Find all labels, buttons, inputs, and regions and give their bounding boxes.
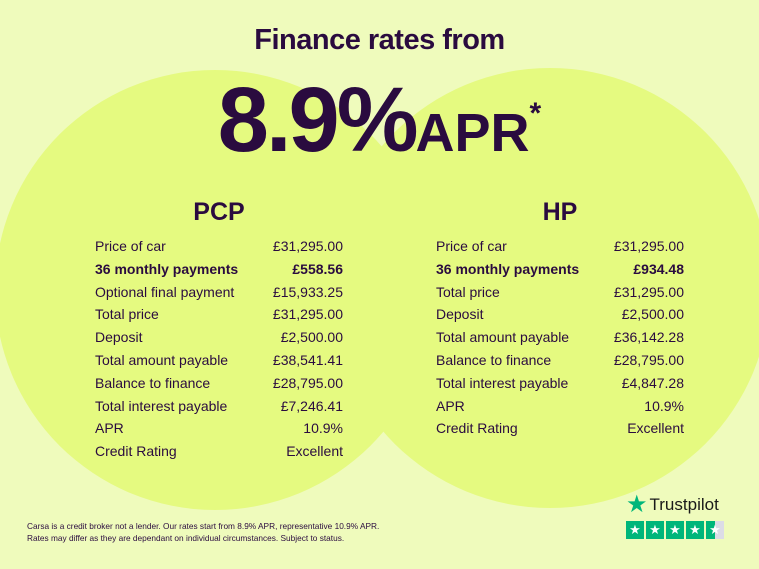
- trustpilot-rating: ★ ★ ★ ★ ★: [626, 521, 724, 539]
- disclaimer: Carsa is a credit broker not a lender. O…: [27, 520, 379, 544]
- table-row: Total amount payable £38,541.41: [95, 349, 343, 372]
- row-label: Optional final payment: [95, 283, 235, 300]
- row-label: APR: [95, 420, 124, 437]
- row-label: 36 monthly payments: [95, 260, 239, 277]
- table-row: Deposit £2,500.00: [95, 326, 343, 349]
- row-label: Balance to finance: [95, 374, 211, 391]
- row-value: £28,795.00: [272, 374, 343, 391]
- row-label: Total amount payable: [95, 351, 229, 368]
- row-label: Total amount payable: [436, 329, 570, 346]
- table-row: Balance to finance £28,795.00: [95, 372, 343, 395]
- rating-star-icon: ★: [706, 521, 724, 539]
- rate-asterisk: *: [529, 97, 542, 130]
- row-label: Total interest payable: [95, 397, 228, 414]
- rating-star-icon: ★: [646, 521, 664, 539]
- row-value: £36,142.28: [613, 329, 684, 346]
- table-row: Total amount payable £36,142.28: [436, 326, 684, 349]
- star-icon: ★: [626, 491, 648, 518]
- row-label: Price of car: [436, 238, 507, 254]
- row-value: £31,295.00: [272, 306, 343, 323]
- row-value: £31,295.00: [613, 283, 684, 300]
- rating-star-icon: ★: [666, 521, 684, 539]
- hp-heading: HP: [542, 198, 578, 226]
- table-row: Price of car £31,295.00: [436, 235, 684, 258]
- row-value: £934.48: [633, 260, 684, 277]
- row-value: £4,847.28: [621, 374, 684, 391]
- row-value: £2,500.00: [621, 306, 684, 323]
- page-title: Finance rates from: [254, 24, 505, 56]
- row-value: 10.9%: [303, 420, 343, 437]
- trustpilot-badge[interactable]: ★ Trustpilot ★ ★ ★ ★ ★: [626, 493, 724, 539]
- table-row: Total interest payable £7,246.41: [95, 395, 343, 418]
- table-row: 36 monthly payments £558.56: [95, 258, 343, 281]
- table-row: Credit Rating Excellent: [95, 440, 343, 463]
- table-row: Total interest payable £4,847.28: [436, 372, 684, 395]
- disclaimer-line: Carsa is a credit broker not a lender. O…: [27, 521, 380, 531]
- table-row: Deposit £2,500.00: [436, 303, 684, 326]
- rate-unit: APR: [415, 103, 530, 163]
- table-row: Total price £31,295.00: [436, 281, 684, 304]
- row-label: Deposit: [95, 329, 143, 346]
- rating-star-icon: ★: [686, 521, 704, 539]
- table-row: Credit Rating Excellent: [436, 417, 684, 440]
- row-value: £31,295.00: [613, 238, 684, 254]
- table-row: Price of car £31,295.00: [95, 235, 343, 258]
- table-row: APR 10.9%: [436, 395, 684, 418]
- row-label: Credit Rating: [436, 420, 518, 437]
- trustpilot-logo: ★ Trustpilot: [626, 493, 724, 517]
- row-label: Credit Rating: [95, 443, 177, 460]
- row-value: Excellent: [286, 443, 343, 460]
- row-value: £15,933.25: [272, 283, 343, 300]
- table-row: Balance to finance £28,795.00: [436, 349, 684, 372]
- table-row: 36 monthly payments £934.48: [436, 258, 684, 281]
- pcp-rows: Price of car £31,295.00 36 monthly payment…: [95, 235, 343, 463]
- hp-table: HP Price of car £31,295.00 36 monthly paym…: [436, 198, 684, 440]
- pcp-table: PCP Price of car £31,295.00 36 monthly pay…: [95, 198, 343, 463]
- table-row: Total price £31,295.00: [95, 303, 343, 326]
- row-label: Price of car: [95, 238, 166, 254]
- row-value: £2,500.00: [280, 329, 343, 346]
- row-value: 10.9%: [644, 397, 684, 414]
- row-label: Total price: [95, 306, 159, 323]
- row-label: Total price: [436, 283, 500, 300]
- hp-rows: Price of car £31,295.00 36 monthly payment…: [436, 235, 684, 440]
- row-label: Deposit: [436, 306, 484, 323]
- row-value: £558.56: [292, 260, 343, 277]
- rating-star-icon: ★: [626, 521, 644, 539]
- disclaimer-line: Rates may differ as they are dependant o…: [27, 533, 345, 543]
- row-value: £28,795.00: [613, 351, 684, 368]
- row-value: £31,295.00: [272, 238, 343, 254]
- row-value: £38,541.41: [272, 351, 343, 368]
- row-value: £7,246.41: [280, 397, 343, 414]
- table-row: Optional final payment £15,933.25: [95, 281, 343, 304]
- headline-rate: 8.9%APR*: [0, 68, 759, 173]
- background-circle-right: [330, 68, 759, 508]
- pcp-heading: PCP: [193, 198, 245, 226]
- row-label: 36 monthly payments: [436, 260, 580, 277]
- row-label: APR: [436, 397, 465, 414]
- trustpilot-label: Trustpilot: [649, 495, 719, 514]
- rate-value: 8.9%: [217, 69, 419, 171]
- table-row: APR 10.9%: [95, 417, 343, 440]
- row-label: Balance to finance: [436, 351, 552, 368]
- row-label: Total interest payable: [436, 374, 569, 391]
- row-value: Excellent: [627, 420, 684, 437]
